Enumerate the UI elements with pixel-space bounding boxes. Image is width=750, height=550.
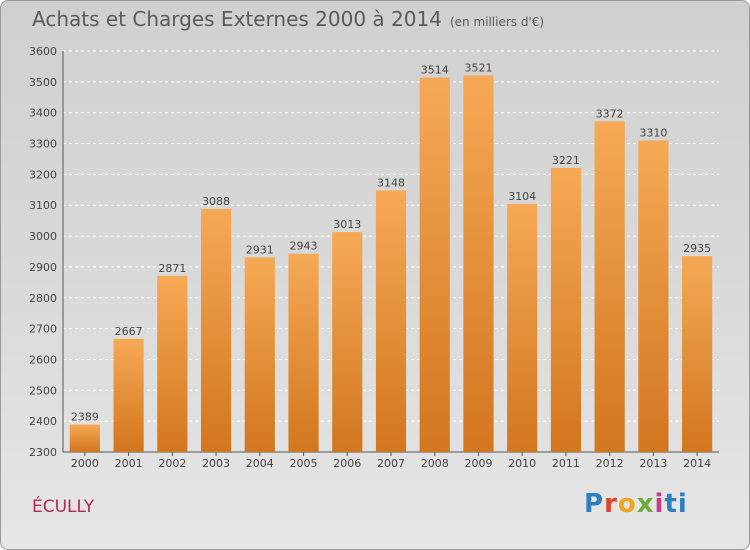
logo-letter: x <box>636 489 655 519</box>
bar <box>375 190 407 452</box>
proxiti-logo: Proxiti <box>584 489 688 519</box>
x-tick-label: 2011 <box>552 457 580 470</box>
bar <box>244 257 275 452</box>
y-tick-label: 3400 <box>29 107 57 120</box>
bar <box>157 275 188 452</box>
y-tick-label: 2300 <box>29 446 57 459</box>
bar <box>332 232 363 452</box>
x-tick-label: 2000 <box>71 457 99 470</box>
y-tick-label: 2400 <box>29 415 57 428</box>
data-label: 3088 <box>202 195 230 208</box>
y-tick-label: 2900 <box>29 261 57 274</box>
chart-title-text: Achats et Charges Externes 2000 à 2014 <box>32 7 442 31</box>
bar <box>69 424 100 452</box>
town-name: ÉCULLY <box>32 497 95 517</box>
data-label: 3514 <box>421 64 449 77</box>
x-tick-label: 2010 <box>508 457 536 470</box>
bar <box>550 167 582 452</box>
data-label: 2943 <box>290 240 318 253</box>
data-label: 2931 <box>246 243 274 256</box>
chart-subtitle: (en milliers d'€) <box>449 15 545 29</box>
x-tick-label: 2014 <box>683 457 711 470</box>
data-label: 3310 <box>639 126 667 139</box>
bar <box>288 253 319 452</box>
x-tick-label: 2004 <box>246 457 274 470</box>
bar <box>594 121 625 453</box>
y-tick-label: 3600 <box>29 45 57 58</box>
bar <box>682 256 713 452</box>
y-tick-label: 3200 <box>29 168 57 181</box>
logo-letter: r <box>604 489 618 519</box>
logo-letter: i <box>654 489 665 519</box>
bar <box>419 77 450 452</box>
bar <box>463 75 494 452</box>
data-label: 3521 <box>464 61 492 74</box>
data-label: 2935 <box>683 242 711 255</box>
x-tick-label: 2006 <box>333 457 361 470</box>
y-tick-label: 3000 <box>29 230 57 243</box>
data-label: 3372 <box>596 107 624 120</box>
data-label: 2667 <box>115 325 143 338</box>
bar <box>507 203 538 452</box>
x-tick-label: 2009 <box>464 457 492 470</box>
y-tick-label: 2700 <box>29 323 57 336</box>
y-tick-label: 3300 <box>29 138 57 151</box>
x-tick-label: 2012 <box>596 457 624 470</box>
x-tick-label: 2013 <box>639 457 667 470</box>
y-tick-label: 2800 <box>29 292 57 305</box>
data-label: 3013 <box>333 218 361 231</box>
data-label: 3148 <box>377 176 405 189</box>
bar <box>200 208 232 452</box>
logo-letter: ti <box>664 489 688 519</box>
x-tick-label: 2003 <box>202 457 230 470</box>
logo-letter: P <box>584 489 605 519</box>
data-label: 3221 <box>552 154 580 167</box>
chart-title: Achats et Charges Externes 2000 à 2014 (e… <box>32 7 544 31</box>
y-tick-label: 2600 <box>29 353 57 366</box>
data-label: 3104 <box>508 190 536 203</box>
x-tick-label: 2005 <box>290 457 318 470</box>
x-tick-label: 2001 <box>115 457 143 470</box>
bar <box>113 338 144 452</box>
data-label: 2389 <box>71 411 99 424</box>
data-label: 2871 <box>158 262 186 275</box>
logo-letter: o <box>617 489 637 519</box>
y-tick-label: 2500 <box>29 384 57 397</box>
y-tick-label: 3500 <box>29 76 57 89</box>
y-tick-label: 3100 <box>29 199 57 212</box>
x-tick-label: 2002 <box>158 457 186 470</box>
x-tick-label: 2008 <box>421 457 449 470</box>
bar <box>638 140 669 452</box>
x-tick-label: 2007 <box>377 457 405 470</box>
